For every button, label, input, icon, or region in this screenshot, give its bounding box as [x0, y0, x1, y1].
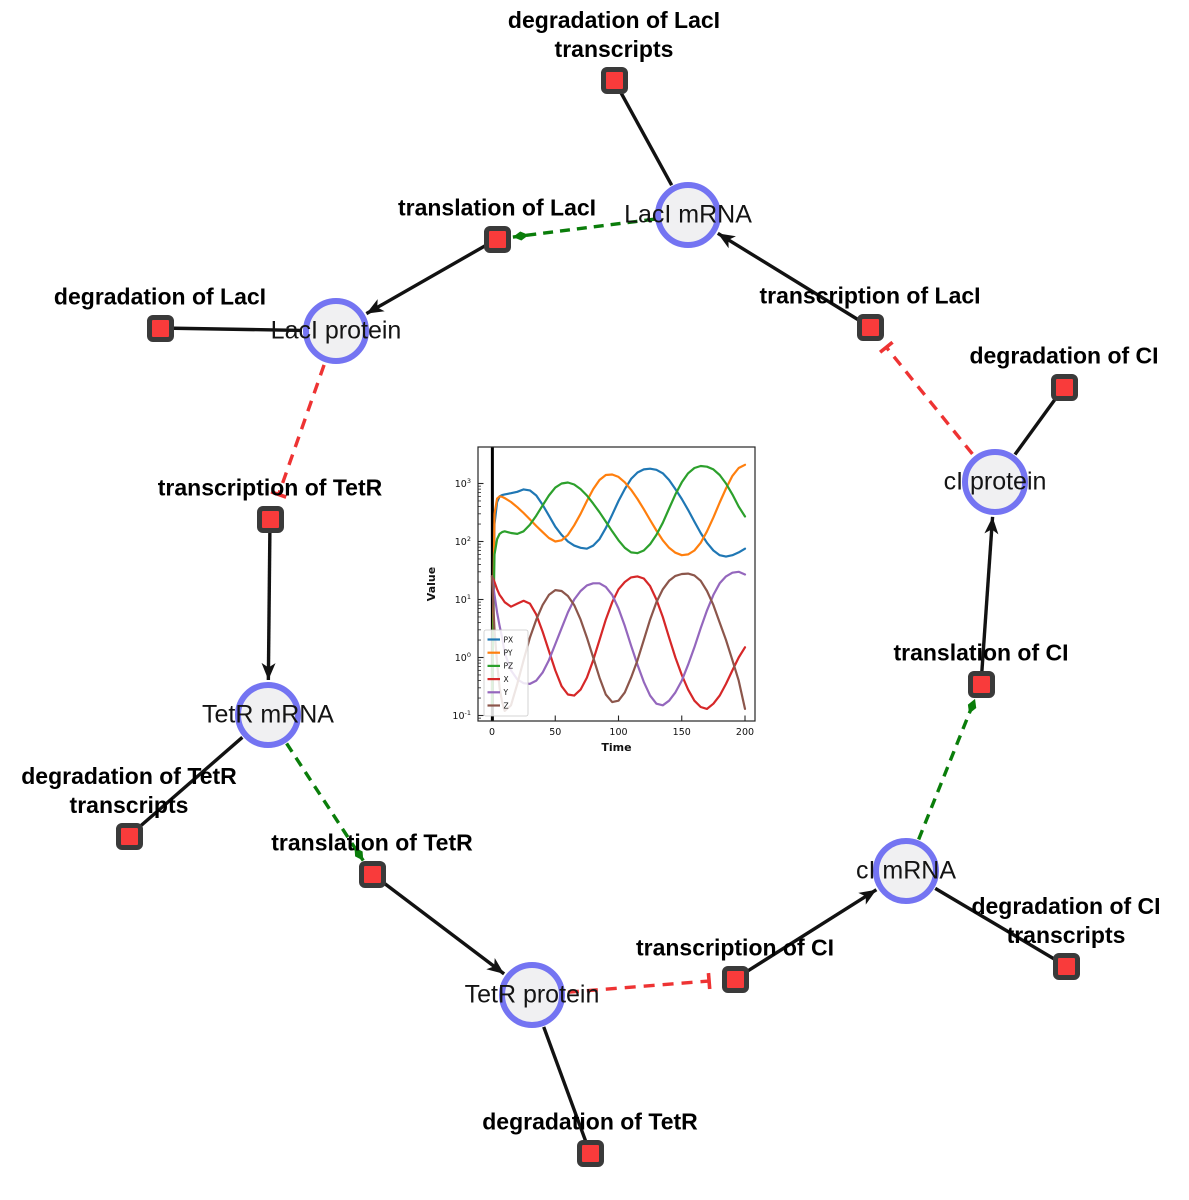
legend-label-PX: PX: [504, 635, 514, 644]
edge-production-transcription-of-tetr-to-tetr-mrna: [261, 518, 276, 681]
edge-production-transcription-of-laci-to-laci-mrna: [716, 231, 871, 329]
reaction-node-translation-of-tetr[interactable]: [358, 860, 386, 888]
reaction-label-translation-of-ci: translation of CI: [893, 639, 1069, 666]
svg-text:200: 200: [736, 727, 754, 738]
reaction-node-degradation-of-tetr[interactable]: [576, 1139, 604, 1167]
edge-production-translation-of-ci-to-ci-protein: [979, 516, 999, 685]
edge-modifier-laci-mrna-to-translation-of-laci: [512, 217, 655, 241]
edge-modifier-ci-mrna-to-translation-of-ci: [917, 698, 977, 841]
reaction-node-transcription-of-ci[interactable]: [721, 965, 749, 993]
series-X: [490, 575, 747, 710]
edge-consumption-laci-protein-to-degradation-of-laci: [159, 326, 303, 333]
reaction-node-degradation-of-ci[interactable]: [1050, 373, 1078, 401]
edge-inhibition-laci-protein-to-transcription-of-tetr: [270, 364, 326, 499]
edge-inhibition-ci-protein-to-transcription-of-laci: [878, 340, 974, 456]
reaction-label-translation-of-tetr: translation of TetR: [271, 829, 473, 856]
species-node-laci-protein[interactable]: [303, 298, 369, 364]
reaction-label-degradation-of-ci-transcripts: degradation of CI transcripts: [971, 892, 1161, 948]
reaction-node-translation-of-laci[interactable]: [483, 225, 511, 253]
legend-label-X: X: [504, 675, 509, 684]
edge-production-transcription-of-ci-to-ci-mrna: [734, 888, 878, 981]
species-node-ci-mrna[interactable]: [873, 838, 939, 904]
reaction-node-transcription-of-laci[interactable]: [856, 313, 884, 341]
reaction-label-transcription-of-ci: transcription of CI: [635, 934, 835, 961]
svg-text:103: 103: [455, 477, 471, 490]
reaction-node-degradation-of-laci[interactable]: [146, 314, 174, 342]
species-label-laci-protein: LacI protein: [270, 316, 402, 345]
svg-text:101: 101: [455, 593, 471, 606]
reaction-label-degradation-of-ci: degradation of CI: [969, 342, 1159, 369]
reaction-node-degradation-of-tetr-transcripts[interactable]: [115, 822, 143, 850]
svg-text:50: 50: [549, 727, 561, 738]
edge-consumption-tetr-mrna-to-degradation-of-tetr-transcripts: [127, 736, 244, 838]
x-axis: 0 50 100 150 200: [489, 715, 754, 738]
legend-label-Y: Y: [503, 688, 509, 697]
svg-text:102: 102: [455, 535, 471, 548]
reaction-label-degradation-of-laci: degradation of LacI: [53, 283, 267, 310]
svg-text:100: 100: [609, 727, 627, 738]
reaction-node-transcription-of-tetr[interactable]: [256, 505, 284, 533]
species-label-tetr-protein: TetR protein: [464, 980, 600, 1009]
species-label-ci-mrna: cI mRNA: [856, 856, 956, 885]
edge-consumption-ci-mrna-to-degradation-of-ci-transcripts: [934, 886, 1067, 968]
reaction-node-translation-of-ci[interactable]: [967, 670, 995, 698]
x-axis-label: Time: [601, 741, 631, 754]
edge-modifier-tetr-mrna-to-translation-of-tetr: [285, 742, 365, 862]
series-PZ: [490, 464, 747, 707]
svg-text:100: 100: [455, 651, 471, 664]
species-label-ci-protein: cI protein: [943, 467, 1047, 496]
legend-label-Z: Z: [504, 701, 509, 710]
reaction-node-degradation-of-laci-transcripts[interactable]: [600, 66, 628, 94]
edge-production-translation-of-tetr-to-tetr-protein: [370, 872, 506, 976]
species-node-tetr-protein[interactable]: [499, 962, 565, 1028]
edge-inhibition-tetr-protein-to-transcription-of-ci: [567, 972, 712, 994]
reaction-node-degradation-of-ci-transcripts[interactable]: [1052, 952, 1080, 980]
reaction-label-transcription-of-tetr: transcription of TetR: [157, 474, 383, 501]
reaction-label-degradation-of-tetr: degradation of TetR: [482, 1108, 698, 1135]
svg-text:0: 0: [489, 727, 495, 738]
reaction-label-degradation-of-laci-transcripts: degradation of LacI transcripts: [507, 6, 721, 62]
plot-frame: [477, 446, 756, 722]
edge-consumption-tetr-protein-to-degradation-of-tetr: [542, 1026, 592, 1154]
reaction-label-translation-of-laci: translation of LacI: [397, 194, 597, 221]
edge-consumption-laci-mrna-to-degradation-of-laci-transcripts: [612, 79, 674, 187]
legend: PX PY PZ XYZ: [483, 629, 529, 717]
species-label-laci-mrna: LacI mRNA: [624, 200, 752, 229]
species-label-tetr-mrna: TetR mRNA: [202, 700, 334, 729]
legend-label-PY: PY: [504, 649, 513, 658]
reaction-label-degradation-of-tetr-transcripts: degradation of TetR transcripts: [21, 762, 237, 818]
legend-label-PZ: PZ: [504, 662, 514, 671]
edge-production-translation-of-laci-to-laci-protein: [365, 237, 498, 316]
svg-text:10-1: 10-1: [452, 709, 471, 722]
species-node-laci-mrna[interactable]: [655, 182, 721, 248]
svg-text:150: 150: [673, 727, 691, 738]
species-node-tetr-mrna[interactable]: [235, 682, 301, 748]
y-axis-label: Value: [425, 567, 438, 601]
species-node-ci-protein[interactable]: [962, 449, 1028, 515]
reaction-label-transcription-of-laci: transcription of LacI: [759, 282, 981, 309]
series-PY: [490, 463, 747, 707]
series-PX: [490, 467, 747, 707]
